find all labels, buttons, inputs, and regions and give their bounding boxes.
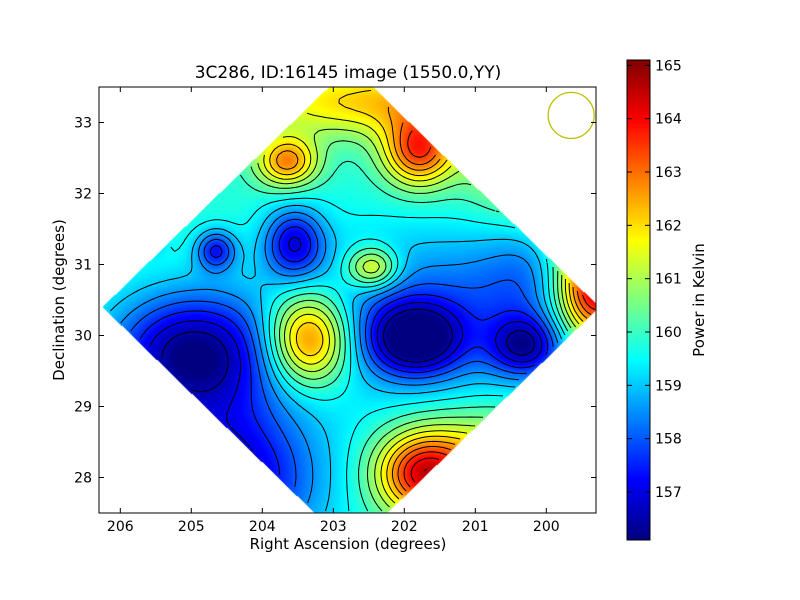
heatmap-image xyxy=(99,87,596,513)
y-axis-label: Declination (degrees) xyxy=(50,219,68,381)
x-axis-label: Right Ascension (degrees) xyxy=(250,535,447,553)
colorbar-gradient xyxy=(627,60,650,540)
y-tick-label: 31 xyxy=(74,258,92,274)
x-tick-label: 206 xyxy=(107,519,134,535)
plot-frame xyxy=(98,86,597,514)
contour-line xyxy=(170,197,566,512)
x-axis-ticks: 206 205 204 203 202 201 200 xyxy=(107,87,560,535)
y-tick-label: 30 xyxy=(74,329,92,345)
contour-line xyxy=(257,128,577,508)
y-axis-ticks: 28 29 30 31 32 33 xyxy=(74,116,596,487)
contour-line xyxy=(276,107,588,496)
contour-line xyxy=(403,130,596,488)
colorbar-tick-label: 159 xyxy=(655,378,682,394)
colorbar-tick-label: 164 xyxy=(655,112,682,128)
colorbar-label: Power in Kelvin xyxy=(690,243,708,357)
heatmap-layer xyxy=(99,87,596,513)
contour-line xyxy=(239,160,569,512)
x-tick-label: 200 xyxy=(533,519,560,535)
x-tick-label: 201 xyxy=(462,519,489,535)
contour-line xyxy=(161,308,536,392)
contour-line xyxy=(263,112,580,504)
contour-lines xyxy=(110,90,596,512)
y-tick-label: 29 xyxy=(74,400,92,416)
contour-line xyxy=(397,122,592,492)
contour-line xyxy=(130,218,554,488)
colorbar-ticks: 157 158 159 160 161 162 163 164 165 xyxy=(627,58,682,501)
colorbar-tick-label: 161 xyxy=(655,272,682,288)
colorbar-tick-label: 157 xyxy=(655,485,682,501)
beam-marker xyxy=(547,91,595,140)
contour-line xyxy=(120,211,559,504)
x-tick-label: 204 xyxy=(249,519,276,535)
y-tick-label: 33 xyxy=(74,116,92,132)
contour-line xyxy=(410,457,440,483)
colorbar: 157 158 159 160 161 162 163 164 165 Power in Kel… xyxy=(626,58,708,541)
contour-line xyxy=(139,226,549,476)
contour-line xyxy=(250,140,572,512)
contour-line xyxy=(149,236,543,456)
y-tick-label: 28 xyxy=(74,471,92,487)
chart-title: 3C286, ID:16145 image (1550.0,YY) xyxy=(195,63,502,83)
contour-line xyxy=(269,90,584,500)
y-tick-label: 32 xyxy=(74,187,92,203)
colorbar-tick-label: 162 xyxy=(655,218,682,234)
colorbar-frame xyxy=(626,59,651,541)
x-tick-label: 202 xyxy=(391,519,418,535)
colorbar-tick-label: 158 xyxy=(655,432,682,448)
x-tick-label: 203 xyxy=(320,519,347,535)
colorbar-tick-label: 163 xyxy=(655,165,682,181)
colorbar-tick-label: 160 xyxy=(655,325,682,341)
contour-line xyxy=(110,204,563,512)
contour-line xyxy=(423,468,428,472)
colorbar-tick-label: 165 xyxy=(655,58,682,74)
x-tick-label: 205 xyxy=(178,519,205,535)
